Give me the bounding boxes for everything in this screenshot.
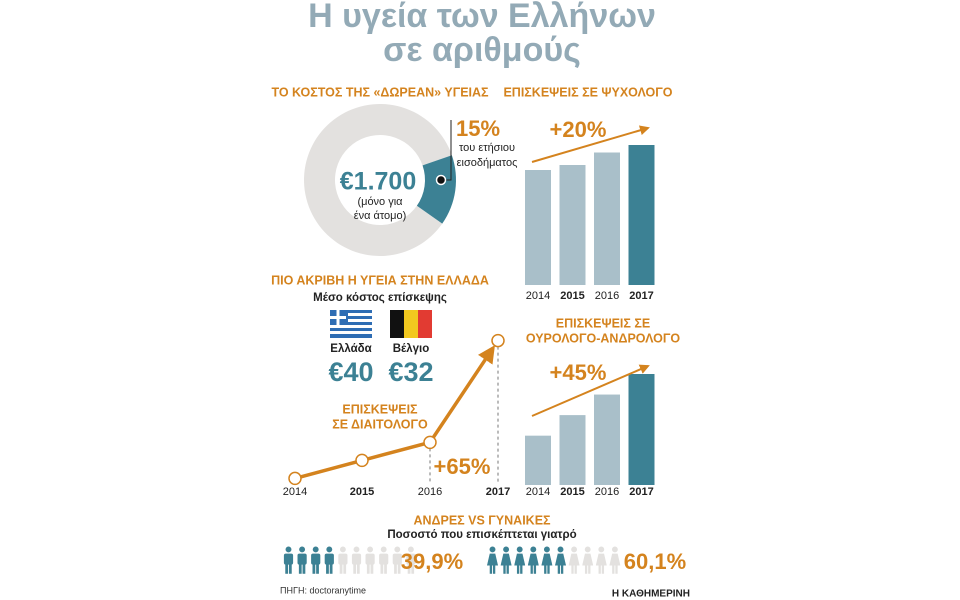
brand: Η ΚΑΘΗΜΕΡΙΝΗ (612, 589, 690, 600)
value-label: 39,9% (401, 549, 463, 574)
center-note: (μόνο για (357, 196, 403, 208)
subtitle: Ποσοστό που επισκέπτεται γιατρό (387, 529, 576, 541)
title: Η υγεία των Ελλήνων (308, 0, 656, 35)
bar (594, 152, 620, 285)
x-tick-label: 2017 (629, 290, 653, 302)
person-icon (365, 546, 375, 574)
cost-value: €32 (388, 357, 433, 387)
country: Ελλάδα (330, 343, 371, 355)
person-icon (555, 546, 566, 574)
value-label: 15% (456, 116, 500, 141)
point (491, 333, 505, 348)
person-icon (283, 546, 294, 574)
value-note: εισοδήματος (457, 157, 518, 169)
section-title: ΤΟ ΚΟΣΤΟΣ ΤΗΣ «ΔΩΡΕΑΝ» ΥΓΕΙΑΣ (271, 85, 489, 99)
x-tick-label: 2015 (350, 486, 374, 498)
section-title: ΠΙΟ ΑΚΡΙΒΗ Η ΥΓΕΙΑ ΣΤΗΝ ΕΛΛΑΔΑ (271, 273, 489, 287)
center-label: €1.700 (340, 168, 416, 196)
person-icon (609, 546, 621, 574)
person-icon (582, 546, 594, 574)
point (288, 471, 302, 486)
bar (525, 170, 551, 285)
trend-arrow (531, 364, 650, 417)
person-icon (527, 546, 539, 574)
line (294, 345, 495, 481)
person-icon (541, 546, 553, 574)
annotation: +45% (550, 360, 607, 385)
person-icon (324, 546, 334, 574)
point (355, 453, 369, 468)
bar (559, 415, 586, 485)
annotation: +20% (550, 117, 607, 142)
flag-greece (330, 310, 372, 338)
source: ΠΗΓΗ: doctoranytime (280, 585, 366, 595)
person-icon (500, 546, 512, 574)
person-icon (351, 546, 362, 574)
person-icon (487, 546, 498, 574)
point (423, 435, 437, 450)
x-tick-label: 2014 (526, 290, 550, 302)
section-title: ΕΠΙΣΚΕΨΕΙΣ ΣΕ ΨΥΧΟΛΟΓΟ (503, 85, 672, 99)
annotation: +65% (434, 454, 491, 479)
x-tick-label: 2015 (560, 486, 584, 498)
cost-value: €40 (328, 357, 373, 387)
cost-comparison: ΠΙΟ ΑΚΡΙΒΗ Η ΥΓΕΙΑ ΣΤΗΝ ΕΛΛΑΔΑ Μέσο κόστ… (271, 273, 489, 387)
value-note: του ετήσιου (459, 142, 515, 154)
center-note: ένα άτομο) (354, 210, 407, 222)
x-tick-label: 2017 (629, 486, 653, 498)
section-title: ΕΠΙΣΚΕΨΕΙΣ ΣΕ (556, 316, 650, 330)
section-title: ΟΥΡΟΛΟΓΟ-ΑΝΔΡΟΛΟΓΟ (526, 331, 681, 345)
subtitle: Μέσο κόστος επίσκεψης (313, 292, 447, 304)
person-icon (338, 546, 348, 574)
person-icon (311, 546, 321, 574)
section-title: ΣΕ ΔΙΑΙΤΟΛΟΓΟ (332, 417, 428, 431)
country: Βέλγιο (393, 343, 430, 355)
trend-arrow (531, 125, 650, 163)
bar (628, 145, 655, 285)
pie-slice (416, 155, 456, 224)
x-tick-label: 2015 (560, 290, 584, 302)
person-icon (595, 546, 607, 574)
bar (559, 165, 586, 285)
person-icon (514, 546, 526, 574)
pie-slice (304, 104, 452, 256)
flag-belgium (390, 310, 432, 338)
bar (594, 394, 620, 485)
person-icon (379, 546, 389, 574)
value-label: 60,1% (624, 549, 686, 574)
leader-dot (435, 174, 447, 186)
person-icon (568, 546, 580, 574)
bar (525, 435, 551, 485)
bar (628, 374, 655, 485)
x-tick-label: 2014 (526, 486, 550, 498)
x-tick-label: 2016 (595, 290, 619, 302)
x-tick-label: 2014 (283, 486, 307, 498)
x-tick-label: 2016 (595, 486, 619, 498)
x-tick-label: 2017 (486, 486, 510, 498)
section-title: ΕΠΙΣΚΕΨΕΙΣ (342, 402, 418, 416)
person-icon (297, 546, 307, 574)
title: σε αριθμούς (383, 31, 581, 69)
x-tick-label: 2016 (418, 486, 442, 498)
section-title: ΑΝΔΡΕΣ VS ΓΥΝΑΙΚΕΣ (413, 513, 551, 527)
